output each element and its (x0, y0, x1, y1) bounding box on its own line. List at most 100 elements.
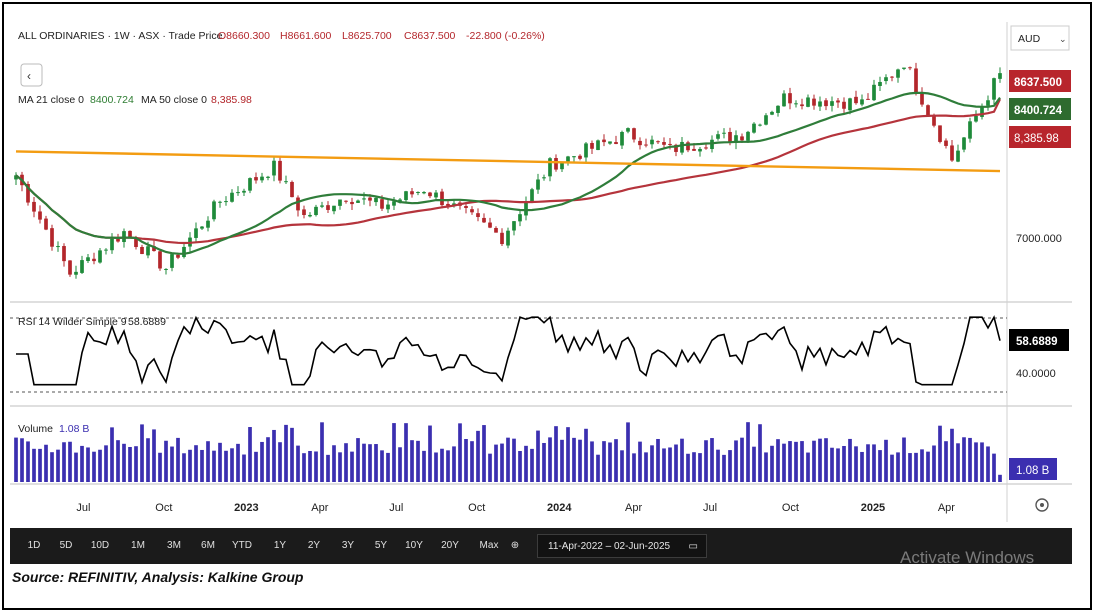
range-button-1m[interactable]: 1M (131, 540, 145, 551)
price-axis-label: 7000.000 (1016, 233, 1062, 245)
time-axis-label: Oct (468, 502, 485, 514)
candle-body (836, 100, 840, 103)
volume-bar (68, 441, 72, 482)
volume-bar (608, 442, 612, 482)
ma21-price-tag: 8400.724 (1009, 98, 1071, 120)
volume-bar (848, 438, 852, 482)
rsi-legend-value: 58.6889 (128, 316, 166, 328)
candle-body (872, 84, 876, 101)
volume-bar (896, 452, 900, 482)
volume-bar (116, 440, 120, 482)
candle-body (236, 192, 240, 194)
candle-body (212, 201, 216, 220)
range-button-ytd[interactable]: YTD (232, 540, 252, 551)
volume-bar (176, 437, 180, 482)
volume-bar (740, 437, 744, 482)
volume-bar (374, 444, 378, 482)
volume-bar (704, 440, 708, 482)
candle-body (248, 178, 252, 191)
volume-bar (200, 449, 204, 482)
svg-text:8637.500: 8637.500 (1014, 77, 1062, 89)
candle-body (620, 131, 624, 146)
date-range-picker[interactable]: 11-Apr-2022 – 02-Jun-2025 ▭ (537, 534, 707, 558)
candle-body (146, 246, 150, 256)
candle-body (830, 101, 834, 106)
candle-body (200, 226, 204, 229)
range-button-3m[interactable]: 3M (167, 540, 181, 551)
candle-body (482, 217, 486, 223)
volume-bar (314, 451, 318, 482)
time-axis-label: Apr (311, 502, 328, 514)
range-button-10d[interactable]: 10D (90, 540, 110, 551)
volume-bar (506, 437, 510, 482)
range-button-5y[interactable]: 5Y (374, 540, 388, 551)
volume-bar (968, 437, 972, 482)
candle-body (380, 199, 384, 209)
volume-bar (458, 423, 462, 482)
candle-body (230, 192, 234, 202)
chart-area[interactable]: ALL ORDINARIES · 1W · ASX · Trade Price … (10, 22, 1072, 522)
volume-bar (470, 441, 474, 482)
volume-bar (872, 444, 876, 482)
candle-body (488, 222, 492, 228)
range-button-2y[interactable]: 2Y (307, 540, 321, 551)
range-button-1y[interactable]: 1Y (273, 540, 287, 551)
range-button-1d[interactable]: 1D (27, 540, 41, 551)
candle-body (170, 254, 174, 268)
chart-svg[interactable]: ALL ORDINARIES · 1W · ASX · Trade Price … (10, 22, 1072, 522)
candle-body (356, 200, 360, 203)
candle-body (686, 142, 690, 151)
volume-bar (344, 443, 348, 482)
volume-bar (884, 439, 888, 482)
candle-body (32, 201, 36, 212)
volume-bar (218, 442, 222, 482)
volume-bar (806, 452, 810, 482)
currency-select[interactable]: AUD ⌄ (1010, 25, 1070, 51)
candle-body (110, 238, 114, 251)
volume-bar (392, 423, 396, 482)
volume-bar (122, 443, 126, 482)
candle-body (386, 204, 390, 210)
candle-body (716, 134, 720, 139)
volume-bar (404, 423, 408, 482)
candle-body (704, 147, 708, 149)
volume-bar (248, 427, 252, 482)
volume-bar (950, 428, 954, 482)
candle-body (722, 132, 726, 134)
volume-bar (974, 442, 978, 482)
volume-bar (182, 453, 186, 482)
volume-bar (878, 450, 882, 482)
candle-body (26, 183, 30, 203)
volume-bar (194, 445, 198, 482)
range-button-20y[interactable]: 20Y (441, 540, 459, 551)
range-button-max[interactable]: Max (479, 540, 499, 551)
candle-body (920, 92, 924, 105)
candle-body (764, 115, 768, 125)
range-button-10y[interactable]: 10Y (405, 540, 423, 551)
candle-body (608, 141, 612, 144)
volume-bar (782, 443, 786, 482)
settings-button[interactable] (1035, 498, 1049, 512)
volume-bar (284, 424, 288, 482)
volume-bar (398, 447, 402, 482)
candle-body (626, 128, 630, 132)
range-button-3y[interactable]: 3Y (341, 540, 355, 551)
ohlc-open: O8660.300 (218, 30, 270, 42)
volume-bar (728, 450, 732, 482)
volume-bar (596, 454, 600, 482)
candle-body (740, 136, 744, 141)
volume-bar (422, 450, 426, 482)
candle-body (728, 131, 732, 142)
add-circle-icon[interactable]: ⊕ (510, 540, 520, 551)
range-button-6m[interactable]: 6M (201, 540, 215, 551)
back-button[interactable]: ‹ (20, 63, 43, 87)
volume-bar (530, 448, 534, 482)
candle-body (140, 246, 144, 255)
volume-bar (632, 453, 636, 482)
candle-body (896, 69, 900, 78)
volume-bar (50, 452, 54, 482)
candle-body (362, 198, 366, 200)
rsi-value-tag: 58.6889 (1009, 329, 1069, 351)
volume-bar (920, 449, 924, 482)
range-button-5d[interactable]: 5D (59, 540, 73, 551)
